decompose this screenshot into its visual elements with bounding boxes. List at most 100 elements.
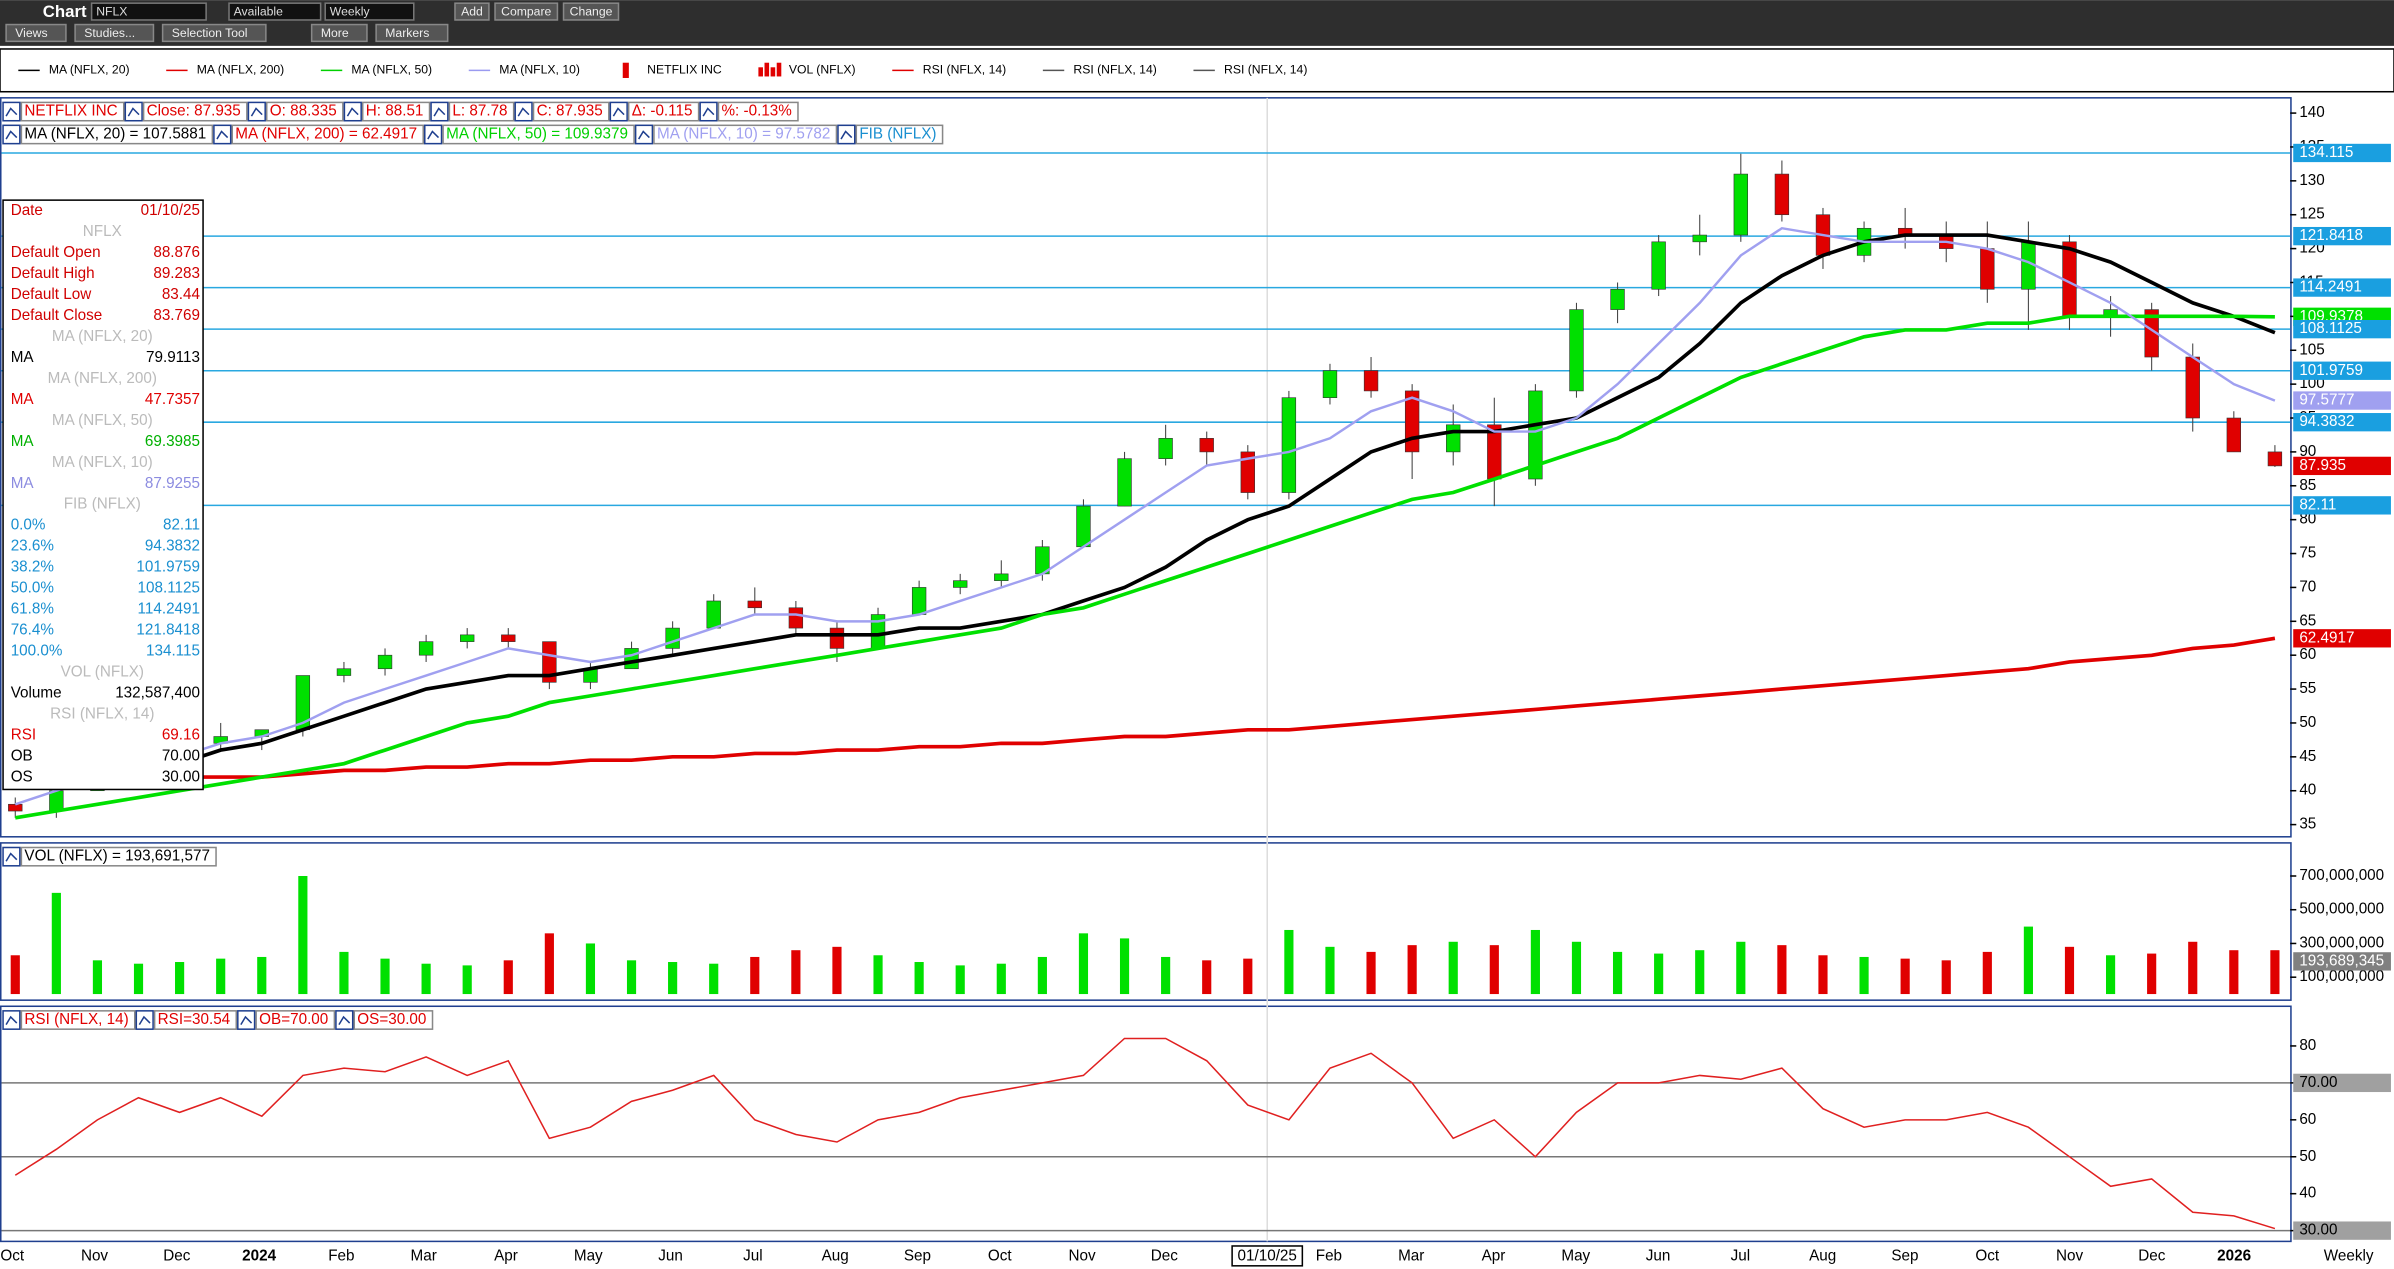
y-tick-label: 40 xyxy=(2299,1185,2316,1202)
volume-bar xyxy=(2064,946,2075,995)
volume-bar xyxy=(626,960,637,995)
y-tick-label: 125 xyxy=(2299,206,2324,223)
interval-label: Weekly xyxy=(2324,1248,2374,1265)
candle-body xyxy=(747,600,762,609)
volume-bar xyxy=(421,963,431,995)
info-value: 83.769 xyxy=(153,307,200,324)
x-tick-label: Oct xyxy=(988,1248,1012,1265)
y-tick-label: 700,000,000 xyxy=(2299,867,2384,884)
study-icon-glyph xyxy=(5,130,18,140)
candle-body xyxy=(1199,438,1214,453)
candle-body xyxy=(665,627,680,649)
tool-button[interactable] xyxy=(310,23,368,43)
info-label: Default High xyxy=(11,265,95,282)
candle-body xyxy=(1322,370,1338,398)
y-tick-label: 45 xyxy=(2299,748,2316,765)
price-tag-label: 97.5777 xyxy=(2299,392,2354,409)
tool-button[interactable] xyxy=(161,23,267,43)
info-section-header: RSI (NFLX, 14) xyxy=(50,706,154,723)
price-tag xyxy=(2293,278,2391,297)
info-value: 69.16 xyxy=(162,727,200,744)
study-label: MA (NFLX, 200) = 62.4917 xyxy=(235,126,417,143)
study-icon-glyph xyxy=(138,1015,151,1025)
candle-body xyxy=(624,648,639,670)
volume-bar xyxy=(791,950,801,995)
volume-bar xyxy=(1119,938,1130,995)
volume-bar xyxy=(2023,926,2033,995)
legend-icon xyxy=(622,62,629,78)
price-tag xyxy=(2293,320,2391,339)
interval-select[interactable] xyxy=(324,2,415,21)
study-label-box xyxy=(855,124,944,145)
quote-item: L: 87.78 xyxy=(452,103,507,120)
tool-button-label: Studies... xyxy=(84,26,135,40)
interval-text: Weekly xyxy=(330,5,371,19)
y-tick-label: 130 xyxy=(2299,172,2324,189)
info-section-header: MA (NFLX, 20) xyxy=(52,328,153,345)
quote-item: Close: 87.935 xyxy=(147,103,241,120)
volume-bar xyxy=(1982,951,1992,995)
study-label-box xyxy=(20,846,217,867)
level-tag xyxy=(2293,1073,2391,1093)
candle-body xyxy=(1651,241,1666,290)
volume-bar xyxy=(92,960,103,995)
price-tag xyxy=(2293,226,2391,246)
study-label-box xyxy=(532,101,610,122)
volume-bar xyxy=(2188,941,2198,995)
rsi-header: RSI (NFLX, 14) xyxy=(24,1011,128,1028)
x-tick-label: Jul xyxy=(743,1248,763,1265)
info-value: 70.00 xyxy=(162,748,200,765)
info-panel-bg xyxy=(2,199,204,791)
study-label-box xyxy=(442,124,635,145)
candle-body xyxy=(1158,438,1173,459)
quote-item: H: 88.51 xyxy=(366,103,424,120)
volume-bar xyxy=(339,951,349,995)
study-icon-glyph xyxy=(127,107,140,117)
ma-line xyxy=(15,233,2276,779)
price-tag-label: 94.3832 xyxy=(2299,413,2354,430)
candle-body xyxy=(1774,173,1790,216)
study-label-box xyxy=(265,101,344,122)
x-tick-label: Dec xyxy=(1151,1248,1178,1265)
study-label-box xyxy=(20,124,214,145)
info-value: 114.2491 xyxy=(138,601,200,618)
y-tick-label: 100,000,000 xyxy=(2299,968,2384,985)
study-icon-glyph xyxy=(5,852,18,862)
x-tick-label: Feb xyxy=(328,1248,354,1265)
y-tick-label: 60 xyxy=(2299,1111,2316,1128)
info-value: 132,587,400 xyxy=(115,685,200,702)
info-label: MA xyxy=(11,391,35,408)
study-icon-glyph xyxy=(216,130,229,140)
study-label-box xyxy=(153,1010,238,1030)
toolbar-button[interactable] xyxy=(562,2,620,21)
status-select[interactable] xyxy=(228,2,322,21)
tool-button[interactable] xyxy=(5,23,67,43)
x-tick-label: Nov xyxy=(1068,1248,1095,1265)
candle-body xyxy=(1363,370,1379,392)
toolbar-button[interactable] xyxy=(494,2,559,21)
tool-button[interactable] xyxy=(74,23,155,43)
toolbar-button[interactable] xyxy=(454,2,490,21)
info-label: 0.0% xyxy=(11,517,46,534)
symbol-input[interactable] xyxy=(90,2,207,21)
volume-bar xyxy=(2270,950,2280,995)
volume-bar xyxy=(544,933,554,995)
study-label-box xyxy=(20,1010,136,1030)
volume-bar xyxy=(1366,951,1376,995)
x-tick-label: Oct xyxy=(0,1248,24,1265)
candle-body xyxy=(542,641,557,683)
info-label: 50.0% xyxy=(11,580,55,597)
study-label-box xyxy=(627,101,700,122)
x-tick-label: May xyxy=(1561,1248,1590,1265)
volume-bar xyxy=(216,958,226,995)
volume-bar xyxy=(1325,946,1335,995)
info-label: RSI xyxy=(11,727,36,744)
study-icon xyxy=(213,124,232,145)
tool-button[interactable] xyxy=(375,23,449,43)
study-icon xyxy=(237,1010,256,1030)
info-label: Default Low xyxy=(11,286,93,303)
x-tick-label: Nov xyxy=(2056,1248,2083,1265)
volume-bar xyxy=(1695,950,1705,995)
price-tag-label: 108.1125 xyxy=(2299,320,2361,337)
study-icon-glyph xyxy=(250,107,263,117)
